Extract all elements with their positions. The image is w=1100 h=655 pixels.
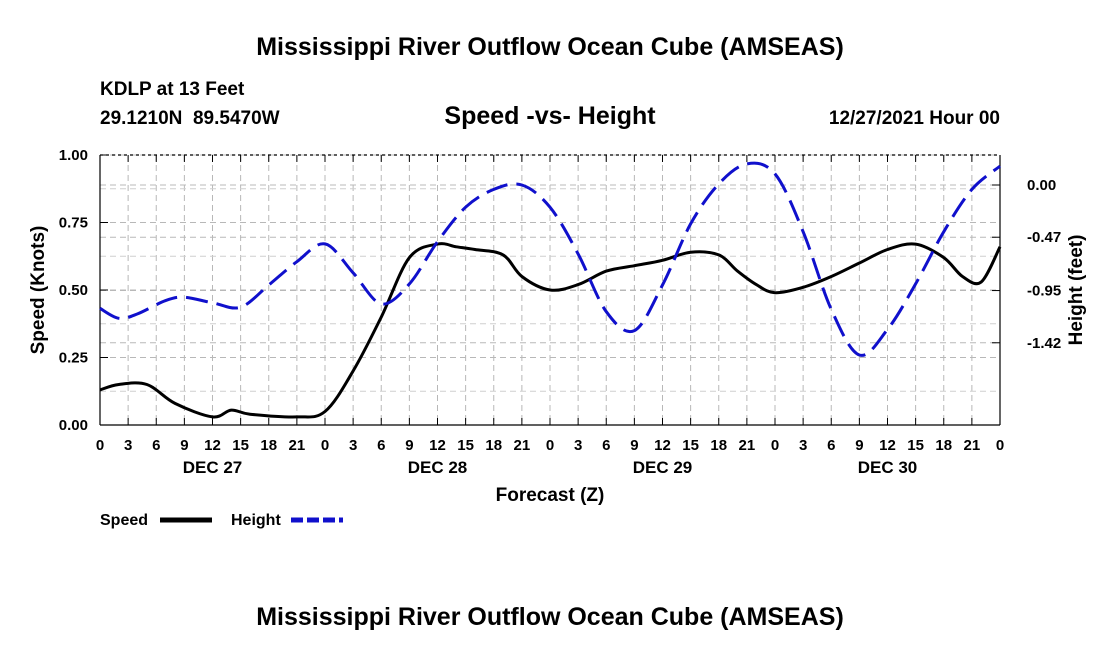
x-tick-label: 3 (574, 437, 582, 454)
series-speed-line (99, 242, 1002, 419)
series-height-line (99, 161, 1001, 357)
y-right-tick-label: 0.00 (1027, 177, 1056, 194)
y-axis-right-label: Height (feet) (1066, 235, 1087, 346)
x-tick-label: 3 (124, 437, 132, 454)
x-tick-label: 12 (204, 437, 221, 454)
chart-title: Mississippi River Outflow Ocean Cube (AM… (256, 33, 844, 61)
legend-speed-label: Speed (100, 512, 148, 529)
x-tick-label: 21 (739, 437, 756, 454)
x-tick-label: 0 (321, 437, 329, 454)
y-right-tick-label: -0.95 (1027, 283, 1061, 300)
x-tick-label: 12 (429, 437, 446, 454)
x-tick-label: 9 (630, 437, 638, 454)
x-tick-label: 18 (710, 437, 727, 454)
x-day-label: DEC 28 (408, 458, 468, 477)
x-day-label: DEC 29 (633, 458, 693, 477)
x-tick-label: 9 (180, 437, 188, 454)
x-tick-label: 3 (349, 437, 357, 454)
legend: Speed Height (100, 512, 343, 529)
x-day-label: DEC 30 (858, 458, 918, 477)
y-left-tick-label: 0.50 (59, 282, 88, 299)
coordinates-label: 29.1210N 89.5470W (100, 108, 280, 129)
station-label: KDLP at 13 Feet (100, 79, 245, 100)
x-tick-label: 3 (799, 437, 807, 454)
x-tick-label: 0 (771, 437, 779, 454)
series-lines (99, 161, 1002, 419)
y-right-tick-label: -0.47 (1027, 229, 1061, 246)
y-right-tick-label: -1.42 (1027, 335, 1061, 352)
x-tick-label: 21 (289, 437, 306, 454)
y-left-tick-label: 0.25 (59, 350, 88, 367)
datetime-label: 12/27/2021 Hour 00 (829, 108, 1000, 129)
x-tick-label: 6 (827, 437, 835, 454)
x-tick-label: 0 (96, 437, 104, 454)
x-tick-label: 12 (654, 437, 671, 454)
x-day-label: DEC 27 (183, 458, 243, 477)
x-tick-label: 15 (457, 437, 474, 454)
chart-subtitle: Speed -vs- Height (444, 102, 656, 130)
legend-height-label: Height (231, 512, 281, 529)
x-tick-label: 9 (855, 437, 863, 454)
x-tick-label: 6 (602, 437, 610, 454)
x-tick-label: 15 (232, 437, 249, 454)
x-tick-label: 15 (907, 437, 924, 454)
axes: 0 3 6 9 12 15 18 21 0 3 6 9 12 15 18 21 0 3 6 9 12 15 18 21 0 3 6 9… (59, 147, 1061, 477)
x-tick-label: 21 (964, 437, 981, 454)
x-tick-label: 15 (682, 437, 699, 454)
x-tick-label: 6 (377, 437, 385, 454)
y-axis-left-label: Speed (Knots) (28, 226, 49, 355)
y-left-tick-label: 1.00 (59, 147, 88, 164)
x-tick-label: 12 (879, 437, 896, 454)
x-tick-label: 0 (996, 437, 1004, 454)
x-tick-label: 18 (260, 437, 277, 454)
x-tick-label: 18 (935, 437, 952, 454)
x-tick-label: 0 (546, 437, 554, 454)
y-left-tick-label: 0.75 (59, 215, 88, 232)
x-tick-label: 9 (405, 437, 413, 454)
x-tick-label: 18 (485, 437, 502, 454)
y-left-tick-label: 0.00 (59, 417, 88, 434)
x-axis-label: Forecast (Z) (496, 485, 605, 506)
chart-bottom-title: Mississippi River Outflow Ocean Cube (AM… (256, 603, 844, 631)
x-tick-label: 6 (152, 437, 160, 454)
x-tick-label: 21 (514, 437, 531, 454)
